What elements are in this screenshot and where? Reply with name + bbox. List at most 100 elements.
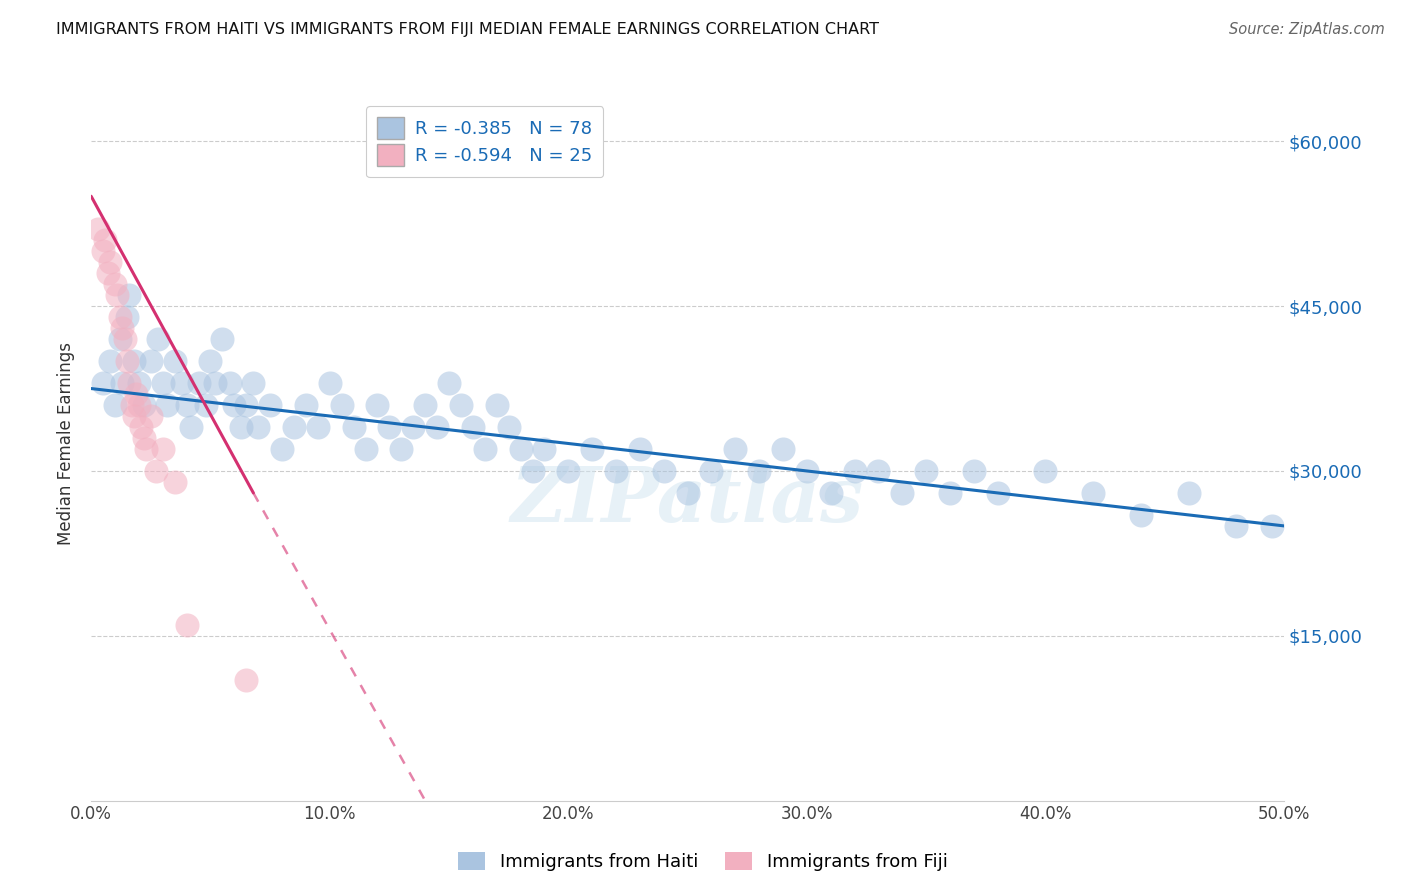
- Point: [772, 442, 794, 456]
- Point: [163, 354, 186, 368]
- Point: [1177, 486, 1199, 500]
- Point: [156, 398, 179, 412]
- Point: [450, 398, 472, 412]
- Point: [498, 420, 520, 434]
- Point: [152, 442, 174, 456]
- Point: [652, 464, 675, 478]
- Point: [104, 398, 127, 412]
- Point: [581, 442, 603, 456]
- Point: [91, 244, 114, 259]
- Point: [108, 310, 131, 325]
- Point: [218, 376, 240, 390]
- Point: [259, 398, 281, 412]
- Point: [1225, 519, 1247, 533]
- Point: [94, 233, 117, 247]
- Legend: Immigrants from Haiti, Immigrants from Fiji: Immigrants from Haiti, Immigrants from F…: [451, 845, 955, 879]
- Point: [868, 464, 890, 478]
- Point: [211, 332, 233, 346]
- Point: [1081, 486, 1104, 500]
- Point: [354, 442, 377, 456]
- Point: [139, 354, 162, 368]
- Point: [1035, 464, 1057, 478]
- Point: [366, 398, 388, 412]
- Point: [522, 464, 544, 478]
- Point: [163, 475, 186, 489]
- Point: [915, 464, 938, 478]
- Point: [176, 617, 198, 632]
- Point: [1129, 508, 1152, 522]
- Point: [111, 376, 134, 390]
- Point: [128, 398, 150, 412]
- Point: [98, 354, 121, 368]
- Point: [129, 420, 152, 434]
- Point: [104, 277, 127, 292]
- Point: [605, 464, 627, 478]
- Point: [108, 332, 131, 346]
- Y-axis label: Median Female Earnings: Median Female Earnings: [58, 342, 75, 545]
- Point: [128, 376, 150, 390]
- Point: [628, 442, 651, 456]
- Point: [111, 321, 134, 335]
- Point: [118, 376, 141, 390]
- Point: [533, 442, 555, 456]
- Point: [461, 420, 484, 434]
- Point: [231, 420, 253, 434]
- Point: [132, 431, 155, 445]
- Point: [820, 486, 842, 500]
- Point: [939, 486, 962, 500]
- Text: ZIPatlas: ZIPatlas: [510, 464, 865, 538]
- Point: [235, 673, 257, 687]
- Point: [98, 255, 121, 269]
- Text: IMMIGRANTS FROM HAITI VS IMMIGRANTS FROM FIJI MEDIAN FEMALE EARNINGS CORRELATION: IMMIGRANTS FROM HAITI VS IMMIGRANTS FROM…: [56, 22, 879, 37]
- Point: [676, 486, 699, 500]
- Point: [378, 420, 401, 434]
- Point: [152, 376, 174, 390]
- Point: [132, 398, 155, 412]
- Point: [242, 376, 264, 390]
- Point: [176, 398, 198, 412]
- Point: [204, 376, 226, 390]
- Point: [283, 420, 305, 434]
- Point: [330, 398, 353, 412]
- Point: [105, 288, 128, 302]
- Point: [125, 387, 148, 401]
- Point: [342, 420, 364, 434]
- Point: [844, 464, 866, 478]
- Point: [437, 376, 460, 390]
- Point: [271, 442, 294, 456]
- Point: [319, 376, 342, 390]
- Point: [426, 420, 449, 434]
- Point: [200, 354, 222, 368]
- Point: [115, 354, 138, 368]
- Point: [122, 409, 145, 423]
- Point: [187, 376, 209, 390]
- Point: [97, 266, 120, 280]
- Point: [135, 442, 157, 456]
- Point: [307, 420, 329, 434]
- Point: [247, 420, 270, 434]
- Point: [91, 376, 114, 390]
- Point: [115, 310, 138, 325]
- Point: [891, 486, 914, 500]
- Point: [963, 464, 986, 478]
- Text: Source: ZipAtlas.com: Source: ZipAtlas.com: [1229, 22, 1385, 37]
- Point: [474, 442, 496, 456]
- Point: [235, 398, 257, 412]
- Point: [402, 420, 425, 434]
- Point: [557, 464, 579, 478]
- Point: [170, 376, 193, 390]
- Point: [87, 222, 110, 236]
- Point: [118, 288, 141, 302]
- Point: [485, 398, 508, 412]
- Point: [122, 354, 145, 368]
- Point: [194, 398, 217, 412]
- Point: [139, 409, 162, 423]
- Point: [1261, 519, 1284, 533]
- Point: [295, 398, 318, 412]
- Point: [180, 420, 202, 434]
- Point: [748, 464, 770, 478]
- Legend: R = -0.385   N = 78, R = -0.594   N = 25: R = -0.385 N = 78, R = -0.594 N = 25: [367, 106, 603, 178]
- Point: [145, 464, 167, 478]
- Point: [724, 442, 747, 456]
- Point: [389, 442, 412, 456]
